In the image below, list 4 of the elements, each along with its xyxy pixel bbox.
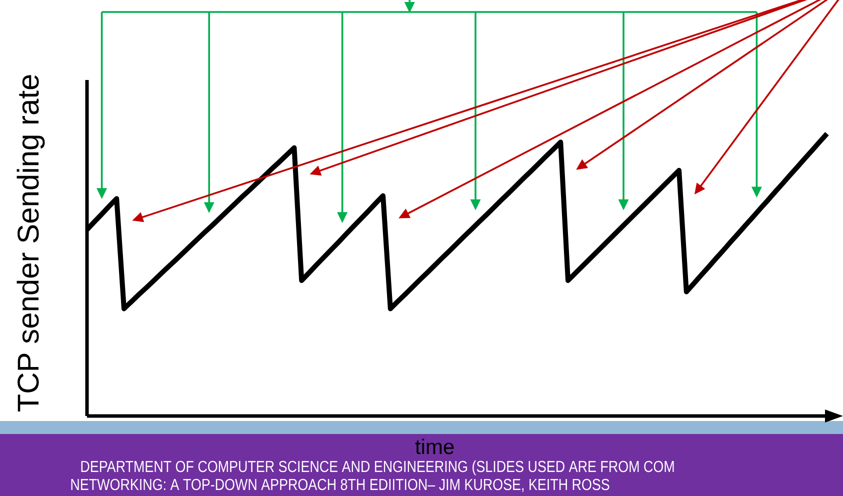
x-axis-title: time: [415, 438, 454, 454]
text: DEPARTMENT OF COMPUTER SCIENCE AND ENGINEERING (SLIDES USED ARE FROM COM: [81, 460, 674, 476]
text: NETWORKING: A TOP-DOWN APPROACH 8TH EDIITION– JIM KUROSE, KEITH ROSS: [71, 478, 610, 492]
y-axis-title: TCP sender Sending rate: [16, 75, 45, 412]
